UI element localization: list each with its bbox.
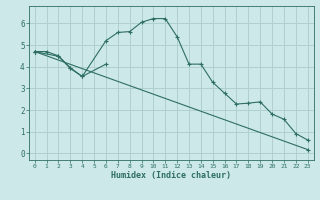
X-axis label: Humidex (Indice chaleur): Humidex (Indice chaleur) [111,171,231,180]
